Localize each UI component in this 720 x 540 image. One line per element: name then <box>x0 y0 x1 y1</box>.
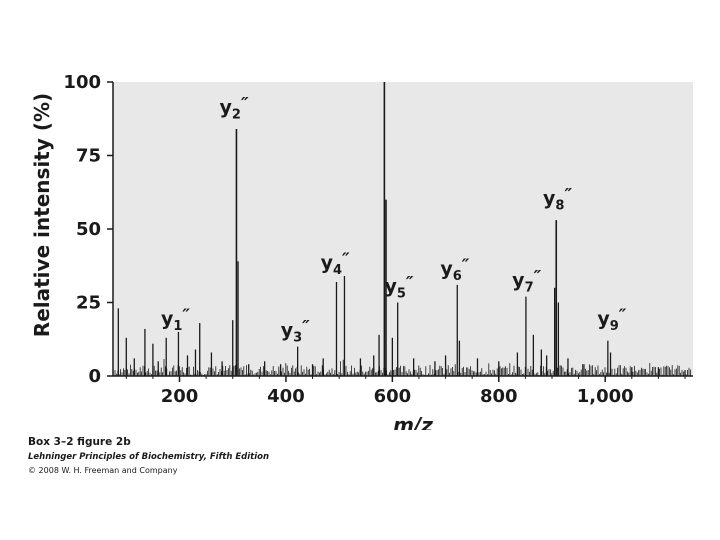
annotation-y9: y9″ <box>597 306 626 334</box>
annotation-y5: y5″ <box>384 274 413 302</box>
plot-area <box>113 82 693 376</box>
y-tick-label-0: 0 <box>88 366 101 387</box>
x-tick-label-400: 400 <box>267 386 305 407</box>
mass-spectrum-chart: 0 25 50 75 100 200 400 600 800 1,000 y1″ y2″ y3″ y4″… <box>30 72 693 430</box>
y-tick-label-50: 50 <box>76 219 101 240</box>
x-tick-label-1000: 1,000 <box>577 386 634 407</box>
x-tick-label-600: 600 <box>374 386 412 407</box>
y-tick-label-25: 25 <box>76 293 101 314</box>
annotation-y8: y8″ <box>543 185 572 213</box>
x-tick-label-800: 800 <box>480 386 518 407</box>
y-tick-label-100: 100 <box>63 72 101 93</box>
annotation-y3: y3″ <box>281 318 310 346</box>
copyright-notice: © 2008 W. H. Freeman and Company <box>28 466 178 475</box>
annotation-y1: y1″ <box>161 306 190 334</box>
annotation-y6: y6″ <box>440 256 469 284</box>
figure-caption: Box 3–2 figure 2b <box>28 436 131 448</box>
book-title: Lehninger Principles of Biochemistry, Fi… <box>28 452 270 462</box>
y-axis-title: Relative intensity (%) <box>30 93 54 337</box>
x-tick-label-200: 200 <box>161 386 199 407</box>
annotation-y2: y2″ <box>220 94 249 122</box>
axes: 0 25 50 75 100 200 400 600 800 1,000 <box>63 72 693 407</box>
annotation-y4: y4″ <box>321 250 350 278</box>
annotation-y7: y7″ <box>512 268 541 296</box>
peak-annotations: y1″ y2″ y3″ y4″ y5″ y6″ y7″ y8″ y9″ <box>161 94 627 345</box>
peak-series <box>117 82 686 376</box>
x-axis-title: m/z <box>393 413 433 430</box>
y-tick-label-75: 75 <box>76 146 101 167</box>
